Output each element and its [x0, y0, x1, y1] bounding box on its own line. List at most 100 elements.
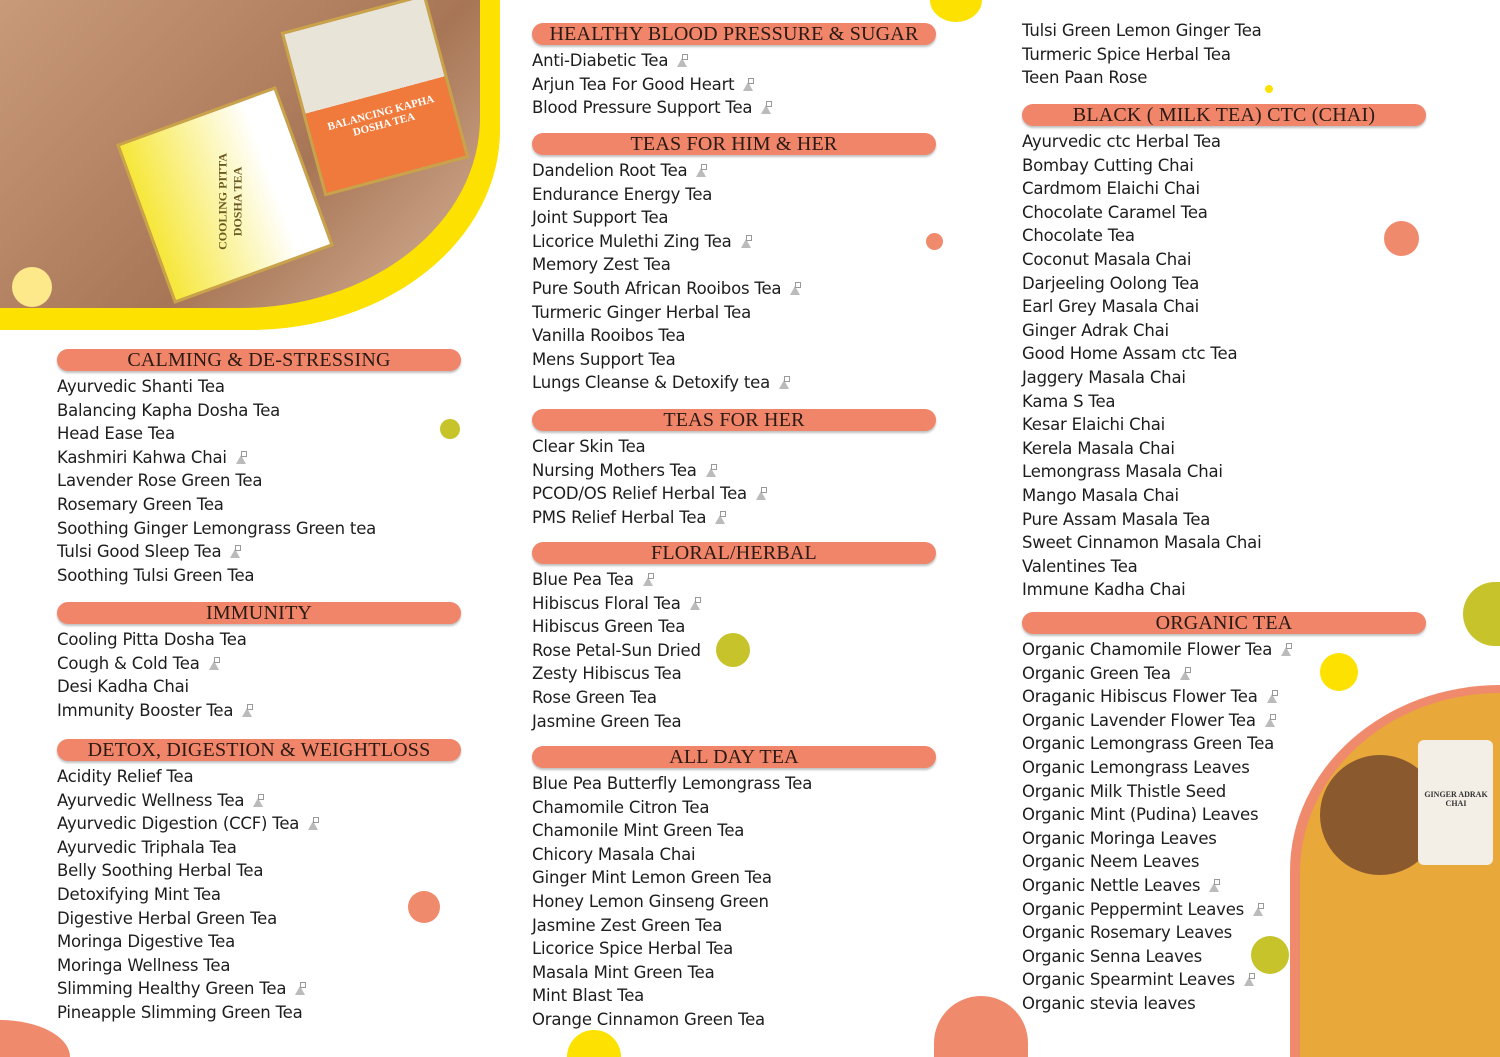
tea-item: Chocolate Caramel Tea — [1022, 201, 1426, 225]
menu-section: IMMUNITY Cooling Pitta Dosha Tea Cough & C… — [57, 602, 461, 722]
tea-item: Lungs Cleanse & Detoxify tea — [532, 371, 936, 395]
decor-dot — [0, 1020, 70, 1057]
tea-item: Balancing Kapha Dosha Tea — [57, 399, 461, 423]
tea-name: Organic Lavender Flower Tea — [1022, 710, 1256, 730]
tea-item: Organic Chamomile Flower Tea — [1022, 638, 1426, 662]
tea-bag-icon — [760, 101, 773, 115]
tea-item: Bombay Cutting Chai — [1022, 154, 1426, 178]
tea-item: Darjeeling Oolong Tea — [1022, 272, 1426, 296]
tea-bag-icon — [229, 545, 242, 559]
menu-section: ORGANIC TEA Organic Chamomile Flower Tea O… — [1022, 612, 1426, 1016]
decor-dot — [440, 419, 460, 439]
tea-name: Moringa Digestive Tea — [57, 932, 236, 952]
tea-name: Clear Skin Tea — [532, 437, 646, 456]
tea-name: Organic Neem Leaves — [1022, 852, 1200, 872]
section-header: TEAS FOR HIM & HER — [532, 133, 936, 155]
tea-name: Ayurvedic Triphala Tea — [57, 837, 237, 857]
tea-item: Hibiscus Green Tea — [532, 615, 936, 639]
tea-bag-icon — [1264, 713, 1276, 727]
decor-dot — [934, 996, 1028, 1057]
tea-item: Mango Masala Chai — [1022, 484, 1426, 508]
menu-section: FLORAL/HERBAL Blue Pea Tea Hibiscus Floral… — [532, 542, 936, 733]
tea-item: Zesty Hibiscus Tea — [532, 662, 936, 686]
tea-item: Pure Assam Masala Tea — [1022, 508, 1426, 532]
tea-name: Pure Assam Masala Tea — [1022, 509, 1211, 529]
tea-item: Moringa Digestive Tea — [57, 930, 461, 954]
tea-name: Blue Pea Tea — [532, 570, 634, 589]
tea-name: Mint Blast Tea — [532, 986, 645, 1006]
tea-item: Ayurvedic Shanti Tea — [57, 375, 461, 399]
tea-name: Nursing Mothers Tea — [532, 460, 697, 480]
tea-name: Bombay Cutting Chai — [1022, 155, 1194, 175]
decor-dot — [1463, 582, 1500, 646]
tea-item: PMS Relief Herbal Tea — [532, 506, 936, 530]
tea-item: Honey Lemon Ginseng Green — [532, 890, 936, 914]
tea-name: Organic Rosemary Leaves — [1022, 923, 1233, 943]
tea-name: Blood Pressure Support Tea — [532, 98, 753, 118]
tea-bag-icon — [1243, 973, 1255, 987]
tea-name: Licorice Spice Herbal Tea — [532, 939, 734, 959]
tea-item: Organic Rosemary Leaves — [1022, 921, 1426, 945]
tea-name: Blue Pea Butterfly Lemongrass Tea — [532, 774, 813, 793]
tea-item: Immune Kadha Chai — [1022, 578, 1426, 602]
decor-dot — [1384, 221, 1419, 256]
menu-section: HEALTHY BLOOD PRESSURE & SUGAR Anti-Diabe… — [532, 23, 936, 120]
tea-item: Vanilla Rooibos Tea — [532, 324, 936, 348]
tea-name: Soothing Tulsi Green Tea — [57, 565, 255, 585]
tea-name: Hibiscus Floral Tea — [532, 593, 681, 613]
tea-item: Anti-Diabetic Tea — [532, 49, 936, 73]
tea-name: Balancing Kapha Dosha Tea — [57, 400, 281, 420]
menu-section: TEAS FOR HIM & HER Dandelion Root Tea Endu… — [532, 133, 936, 395]
tea-name: Soothing Ginger Lemongrass Green tea — [57, 518, 377, 538]
tea-item: Detoxifying Mint Tea — [57, 883, 461, 907]
tea-name: Ayurvedic Shanti Tea — [57, 377, 225, 396]
tea-name: Organic Spearmint Leaves — [1022, 970, 1235, 990]
tea-item: Rose Petal-Sun Dried — [532, 639, 936, 663]
tea-bag-icon — [695, 164, 708, 177]
tea-name: Digestive Herbal Green Tea — [57, 908, 278, 928]
tea-name: Teen Paan Rose — [1022, 68, 1148, 88]
tea-item: Organic Green Tea — [1022, 662, 1426, 686]
tea-item: Kama S Tea — [1022, 390, 1426, 414]
tea-bag-icon — [1208, 878, 1221, 892]
tea-item: Good Home Assam ctc Tea — [1022, 342, 1426, 366]
tea-name: PCOD/OS Relief Herbal Tea — [532, 484, 747, 504]
tea-bag-icon — [252, 793, 265, 807]
tea-name: Organic Mint (Pudina) Leaves — [1022, 805, 1259, 825]
tea-bag-icon — [241, 703, 254, 717]
tea-item: Organic Nettle Leaves — [1022, 874, 1426, 898]
tea-item: Chamomile Citron Tea — [532, 796, 936, 820]
tea-item: Organic Lavender Flower Tea — [1022, 709, 1426, 733]
tea-name: Organic Nettle Leaves — [1022, 875, 1201, 895]
tea-name: Lungs Cleanse & Detoxify tea — [532, 373, 770, 393]
tea-item: Hibiscus Floral Tea — [532, 592, 936, 616]
jar: GINGER ADRAK CHAI — [1418, 740, 1493, 865]
tea-name: Moringa Wellness Tea — [57, 955, 231, 975]
section-header: ALL DAY TEA — [532, 746, 936, 768]
tea-item: Tulsi Green Lemon Ginger Tea — [1022, 19, 1426, 43]
tea-item: Joint Support Tea — [532, 206, 936, 230]
tea-item: Licorice Mulethi Zing Tea — [532, 230, 936, 254]
tea-item: Organic stevia leaves — [1022, 992, 1426, 1016]
tea-name: Vanilla Rooibos Tea — [532, 326, 686, 346]
tea-name: Orange Cinnamon Green Tea — [532, 1009, 765, 1029]
tea-name: Desi Kadha Chai — [57, 677, 189, 697]
tea-name: Immune Kadha Chai — [1022, 580, 1186, 600]
decor-dot — [926, 233, 943, 250]
tea-bag-icon — [208, 656, 220, 670]
section-header: IMMUNITY — [57, 602, 461, 624]
tea-item: Cardmom Elaichi Chai — [1022, 177, 1426, 201]
tea-item: Nursing Mothers Tea — [532, 459, 936, 483]
menu-section: ALL DAY TEA Blue Pea Butterfly Lemongrass… — [532, 746, 936, 1032]
tea-item: Kashmiri Kahwa Chai — [57, 446, 461, 470]
tea-name: Darjeeling Oolong Tea — [1022, 273, 1200, 293]
tea-name: Endurance Energy Tea — [532, 184, 713, 204]
tea-name: Organic Milk Thistle Seed — [1022, 781, 1227, 801]
decor-dot — [567, 1030, 621, 1057]
tea-item: Soothing Ginger Lemongrass Green tea — [57, 517, 461, 541]
tea-item: Acidity Relief Tea — [57, 765, 461, 789]
tea-name: Chamomile Citron Tea — [532, 797, 710, 817]
tea-bag-icon — [642, 573, 654, 586]
tea-item: Turmeric Ginger Herbal Tea — [532, 301, 936, 325]
tea-name: Organic stevia leaves — [1022, 993, 1196, 1013]
